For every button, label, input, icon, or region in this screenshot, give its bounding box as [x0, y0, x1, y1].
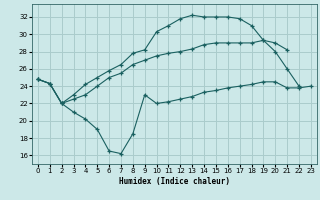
X-axis label: Humidex (Indice chaleur): Humidex (Indice chaleur) [119, 177, 230, 186]
